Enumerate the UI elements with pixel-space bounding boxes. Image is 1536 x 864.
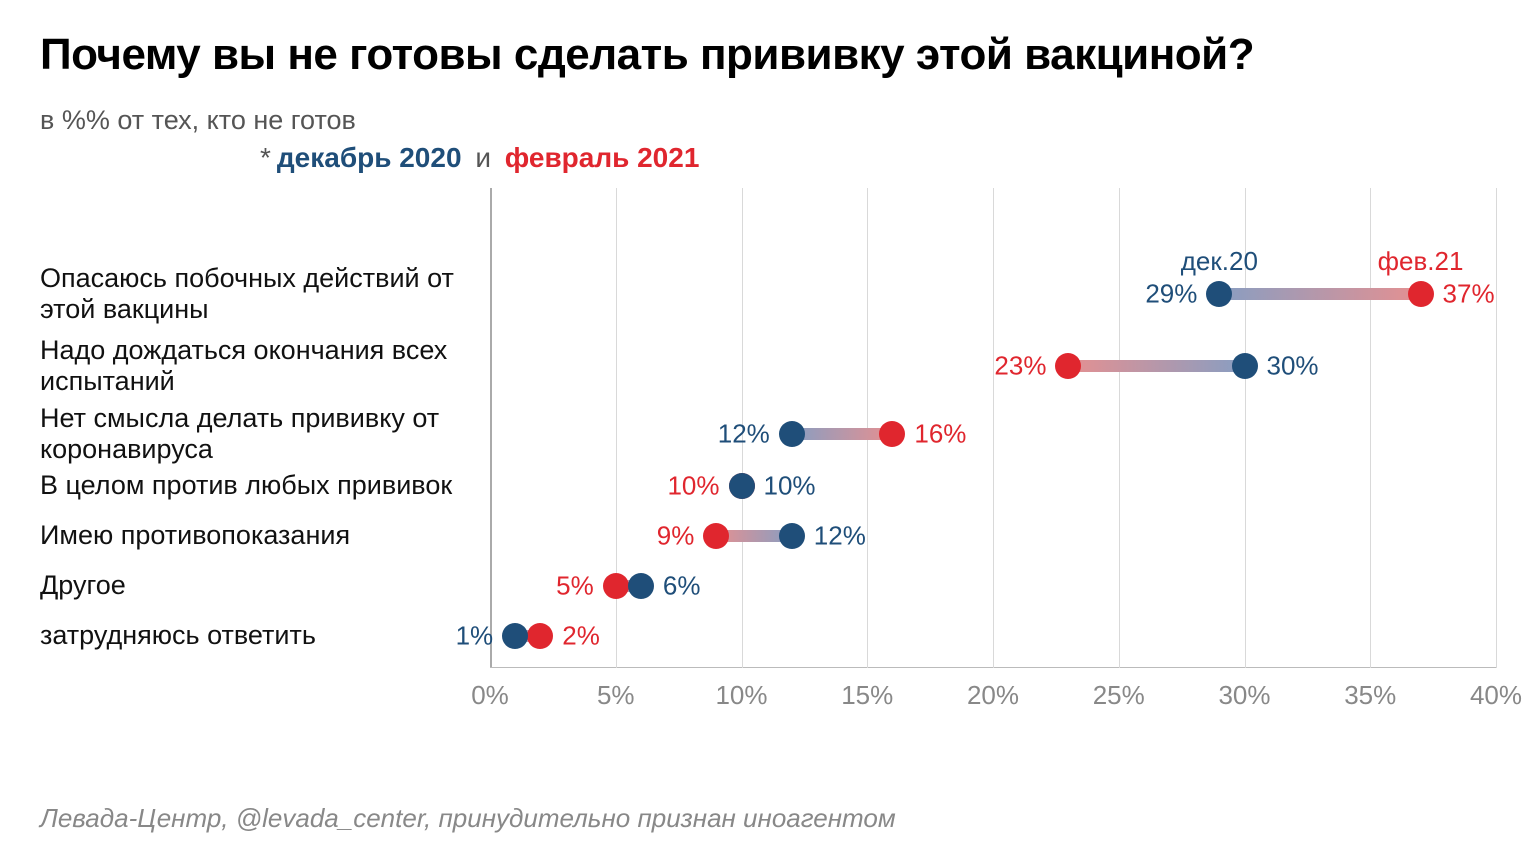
dot-series-1	[1232, 353, 1258, 379]
connector	[1219, 288, 1420, 300]
value-label-series-2: 16%	[914, 418, 966, 449]
legend-prefix: *	[260, 142, 271, 173]
dot-series-1	[502, 623, 528, 649]
value-label-series-2: 2%	[562, 620, 600, 651]
value-label-series-1: 12%	[814, 520, 866, 551]
x-tick-label: 10%	[715, 680, 767, 711]
dot-series-1	[779, 523, 805, 549]
dot-series-2	[603, 573, 629, 599]
legend: *декабрь 2020 и февраль 2021	[260, 142, 1496, 174]
value-label-series-1: 12%	[718, 418, 770, 449]
legend-separator: и	[475, 142, 491, 173]
connector	[1068, 360, 1244, 372]
row-label: Другое	[40, 568, 470, 604]
dot-series-2	[527, 623, 553, 649]
value-label-series-2: 9%	[657, 520, 695, 551]
chart-title: Почему вы не готовы сделать прививку это…	[40, 30, 1496, 81]
dot-series-2	[1408, 281, 1434, 307]
x-tick-label: 25%	[1093, 680, 1145, 711]
value-label-series-2: 23%	[994, 350, 1046, 381]
x-tick-label: 20%	[967, 680, 1019, 711]
row-label: Имею противопоказания	[40, 518, 470, 554]
value-label-series-2: 10%	[667, 470, 719, 501]
plot-area: 0%5%10%15%20%25%30%35%40%29%37%23%30%12%…	[490, 188, 1496, 668]
x-tick-label: 30%	[1218, 680, 1270, 711]
dot-series-2	[703, 523, 729, 549]
x-tick-label: 0%	[471, 680, 509, 711]
value-label-series-1: 30%	[1267, 350, 1319, 381]
dot-series-1	[729, 473, 755, 499]
gridline	[1370, 188, 1371, 668]
row-label: затрудняюсь ответить	[40, 618, 470, 654]
source-footer: Левада-Центр, @levada_center, принудител…	[40, 803, 896, 834]
value-label-series-2: 5%	[556, 570, 594, 601]
row-label: Надо дождаться окончания всех испытаний	[40, 334, 470, 398]
legend-series-1: декабрь 2020	[277, 142, 462, 173]
value-label-series-2: 37%	[1443, 278, 1495, 309]
chart-subtitle: в %% от тех, кто не готов	[40, 105, 1496, 136]
x-tick-label: 15%	[841, 680, 893, 711]
x-tick-label: 35%	[1344, 680, 1396, 711]
series-header-2: фев.21	[1378, 246, 1464, 277]
dot-series-1	[628, 573, 654, 599]
dot-series-2	[1055, 353, 1081, 379]
dot-series-1	[779, 421, 805, 447]
row-label: В целом против любых прививок	[40, 468, 470, 504]
row-label: Нет смысла делать прививку от коронавиру…	[40, 402, 470, 466]
value-label-series-1: 10%	[764, 470, 816, 501]
dot-series-2	[879, 421, 905, 447]
connector	[792, 428, 893, 440]
y-axis-line	[490, 188, 492, 668]
gridline	[993, 188, 994, 668]
x-tick-label: 40%	[1470, 680, 1522, 711]
value-label-series-1: 29%	[1145, 278, 1197, 309]
series-header-1: дек.20	[1181, 246, 1258, 277]
dumbbell-chart: 0%5%10%15%20%25%30%35%40%29%37%23%30%12%…	[40, 188, 1496, 728]
row-label: Опасаюсь побочных действий от этой вакци…	[40, 262, 470, 326]
gridline	[1119, 188, 1120, 668]
value-label-series-1: 6%	[663, 570, 701, 601]
gridline	[1496, 188, 1497, 668]
dot-series-1	[1206, 281, 1232, 307]
x-tick-label: 5%	[597, 680, 635, 711]
legend-series-2: февраль 2021	[505, 142, 700, 173]
